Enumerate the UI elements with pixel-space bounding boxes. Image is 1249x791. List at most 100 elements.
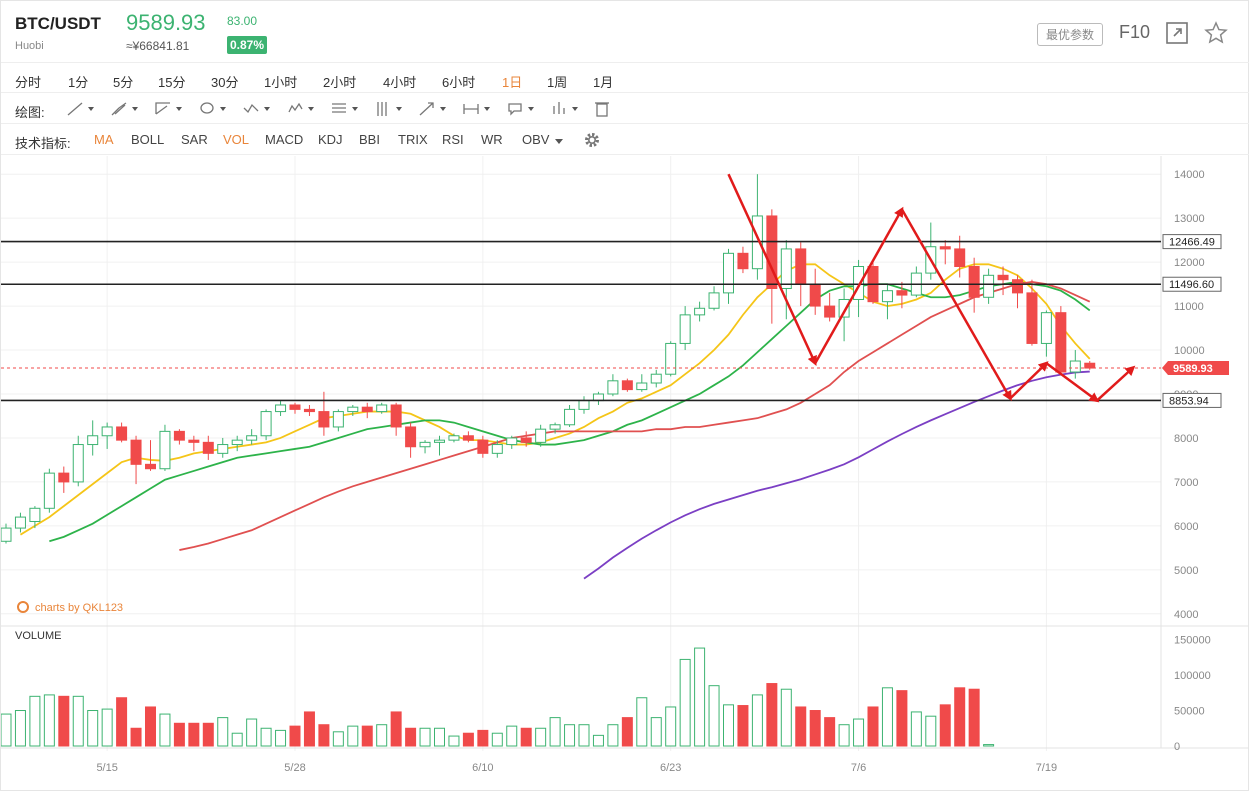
f10-button[interactable]: F10 — [1119, 22, 1151, 42]
candle — [188, 435, 200, 452]
candle-body — [318, 411, 330, 428]
period-tab-6h[interactable]: 6小时 — [442, 75, 476, 90]
current-price-tag-label: 9589.93 — [1173, 363, 1213, 375]
star-icon[interactable] — [1204, 21, 1228, 45]
volume-bar — [188, 722, 200, 747]
candle-body — [159, 430, 171, 470]
volume-bar — [549, 717, 561, 747]
volume-bar — [87, 710, 99, 747]
indicator-bbi[interactable]: BBI — [359, 132, 380, 147]
candle-body — [1069, 360, 1081, 373]
candle-body — [592, 393, 604, 402]
volume-bar — [968, 688, 980, 747]
indicator-vol[interactable]: VOL — [223, 132, 250, 147]
candle-body — [1012, 279, 1023, 294]
ellipse-tool-icon — [200, 102, 226, 114]
period-tab-15m[interactable]: 15分 — [158, 75, 186, 90]
period-tab-2h[interactable]: 2小时 — [323, 75, 357, 90]
period-tab-1m[interactable]: 1分 — [68, 75, 89, 90]
candle — [650, 369, 662, 388]
candle-body — [1084, 362, 1096, 369]
change-percent-badge: 0.87% — [227, 36, 268, 54]
candle-body — [173, 430, 185, 441]
candle-body — [332, 411, 344, 428]
x-tick-label: 5/15 — [96, 762, 117, 774]
candle — [549, 422, 561, 434]
volume-bar — [766, 683, 778, 747]
candle — [405, 422, 417, 458]
obv-dropdown-icon[interactable] — [553, 136, 565, 146]
indicator-trix[interactable]: TRIX — [398, 132, 428, 147]
period-tab-1mo[interactable]: 1月 — [593, 75, 614, 90]
volume-bar — [954, 687, 966, 747]
candle-body — [202, 441, 214, 454]
indicator-boll[interactable]: BOLL — [131, 132, 165, 147]
candle-body — [390, 404, 402, 428]
candle-body — [303, 408, 315, 413]
period-tab-1w[interactable]: 1周 — [547, 75, 568, 90]
best-params-button[interactable]: 最优参数 — [1037, 23, 1104, 46]
candle — [491, 440, 503, 458]
indicator-macd[interactable]: MACD — [265, 132, 304, 147]
candle — [361, 402, 373, 419]
candle-body — [636, 382, 648, 391]
period-tab-1h[interactable]: 1小时 — [264, 75, 298, 90]
candle — [795, 242, 807, 307]
candle — [1, 523, 12, 544]
settings-gear-icon[interactable] — [583, 131, 601, 149]
period-bar: 分时 1分 5分 15分 30分 1小时 2小时 4小时 6小时 1日 1周 1… — [1, 63, 1249, 93]
period-tab-30m[interactable]: 30分 — [211, 75, 239, 90]
candle — [780, 240, 792, 320]
volume-label: VOLUME — [15, 630, 62, 642]
volume-bar — [578, 724, 590, 747]
candle-body — [578, 400, 590, 410]
period-tab-fenshi[interactable]: 分时 — [15, 75, 42, 90]
candle — [665, 341, 677, 377]
symbol: BTC/USDT — [15, 14, 101, 33]
candle — [968, 257, 980, 313]
indicator-kdj[interactable]: KDJ — [318, 132, 343, 147]
volume-bar — [159, 713, 171, 747]
volume-bar — [101, 708, 113, 747]
candle — [477, 435, 489, 458]
period-tab-4h[interactable]: 4小时 — [383, 75, 417, 90]
x-tick-label: 7/19 — [1036, 762, 1057, 774]
candle-body — [1, 527, 12, 542]
branding-text: charts by QKL123 — [35, 602, 124, 614]
volume-bar — [520, 727, 532, 747]
arrow-tool-icon — [419, 102, 446, 116]
volume-bar — [448, 735, 460, 747]
volume-bar — [925, 715, 937, 747]
period-tab-1d[interactable]: 1日 — [502, 75, 523, 90]
candle-body — [896, 290, 908, 296]
volume-bar — [780, 688, 792, 747]
candle — [289, 402, 301, 414]
period-tab-5m[interactable]: 5分 — [113, 75, 134, 90]
candle — [87, 420, 99, 456]
indicator-wr[interactable]: WR — [481, 132, 503, 147]
candle — [448, 433, 460, 443]
level-tag-label: 11496.60 — [1169, 279, 1214, 291]
indicator-obv[interactable]: OBV — [522, 132, 550, 147]
candle — [202, 435, 214, 460]
candle — [303, 404, 315, 416]
volume-bar — [751, 694, 763, 747]
price-chart[interactable]: 4000500060007000800090001000011000120001… — [1, 156, 1249, 791]
candle — [896, 281, 908, 309]
candle — [260, 409, 272, 441]
header: BTC/USDT Huobi 9589.93 ≈¥66841.81 83.00 … — [1, 1, 1249, 63]
ma-line-ma30 — [179, 280, 1091, 551]
annotation-arrow — [1045, 362, 1100, 403]
level-tag-label: 8853.94 — [1169, 395, 1209, 407]
wave-tool-icon — [243, 103, 270, 114]
indicator-sar[interactable]: SAR — [181, 132, 208, 147]
candle-body — [1040, 312, 1052, 344]
candle — [43, 468, 55, 513]
price-change: 83.00 — [227, 14, 258, 28]
candle-body — [246, 435, 258, 441]
candle-body — [289, 404, 301, 410]
indicator-ma[interactable]: MA — [94, 132, 114, 147]
indicator-rsi[interactable]: RSI — [442, 132, 464, 147]
candle — [997, 266, 1009, 296]
fullscreen-icon[interactable] — [1165, 21, 1189, 45]
